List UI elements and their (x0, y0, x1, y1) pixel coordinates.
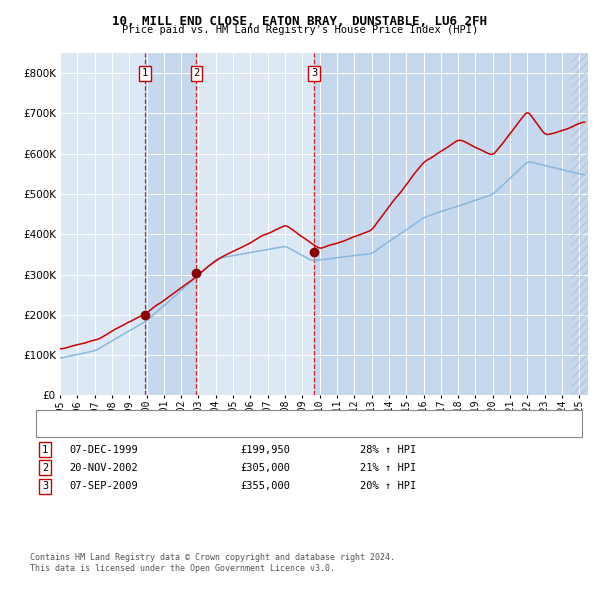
Text: 10, MILL END CLOSE, EATON BRAY, DUNSTABLE, LU6 2FH (detached house): 10, MILL END CLOSE, EATON BRAY, DUNSTABL… (78, 412, 472, 422)
Text: Price paid vs. HM Land Registry's House Price Index (HPI): Price paid vs. HM Land Registry's House … (122, 25, 478, 35)
Text: 28% ↑ HPI: 28% ↑ HPI (360, 445, 416, 454)
Text: Contains HM Land Registry data © Crown copyright and database right 2024.: Contains HM Land Registry data © Crown c… (30, 553, 395, 562)
Bar (145, 53, 196, 395)
Text: 1: 1 (142, 68, 148, 78)
Text: 2: 2 (193, 68, 200, 78)
Bar (571, 53, 596, 395)
Text: 3: 3 (311, 68, 317, 78)
Text: £199,950: £199,950 (240, 445, 290, 454)
Text: £355,000: £355,000 (240, 481, 290, 491)
Text: 2: 2 (42, 463, 48, 473)
Text: £305,000: £305,000 (240, 463, 290, 473)
Text: 07-SEP-2009: 07-SEP-2009 (69, 481, 138, 491)
Text: This data is licensed under the Open Government Licence v3.0.: This data is licensed under the Open Gov… (30, 565, 335, 573)
Text: HPI: Average price, detached house, Central Bedfordshire: HPI: Average price, detached house, Cent… (78, 424, 407, 434)
Text: 21% ↑ HPI: 21% ↑ HPI (360, 463, 416, 473)
Text: 07-DEC-1999: 07-DEC-1999 (69, 445, 138, 454)
Text: 10, MILL END CLOSE, EATON BRAY, DUNSTABLE, LU6 2FH: 10, MILL END CLOSE, EATON BRAY, DUNSTABL… (113, 15, 487, 28)
Bar (314, 53, 588, 395)
Text: 20-NOV-2002: 20-NOV-2002 (69, 463, 138, 473)
Text: 20% ↑ HPI: 20% ↑ HPI (360, 481, 416, 491)
Text: 1: 1 (42, 445, 48, 454)
Text: 3: 3 (42, 481, 48, 491)
